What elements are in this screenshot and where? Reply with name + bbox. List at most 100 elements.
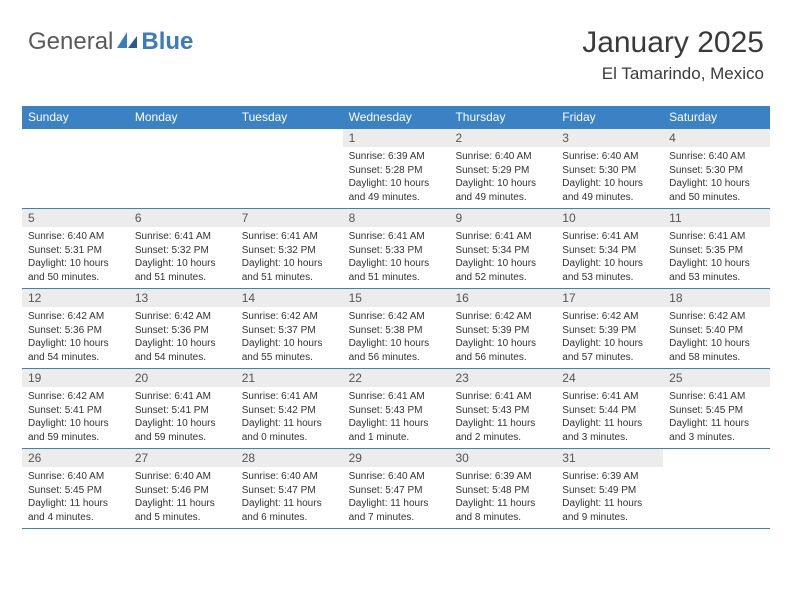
day-number: 30 <box>449 449 556 467</box>
calendar-week: 19Sunrise: 6:42 AMSunset: 5:41 PMDayligh… <box>22 369 770 449</box>
calendar-day <box>663 449 770 528</box>
calendar-day: 2Sunrise: 6:40 AMSunset: 5:29 PMDaylight… <box>449 129 556 208</box>
day-body: Sunrise: 6:41 AMSunset: 5:44 PMDaylight:… <box>556 387 663 448</box>
weekday-header: Sunday <box>22 106 129 129</box>
day-body: Sunrise: 6:42 AMSunset: 5:39 PMDaylight:… <box>449 307 556 368</box>
day-number: 6 <box>129 209 236 227</box>
brand-logo: General Blue <box>28 28 193 56</box>
sunset-text: Sunset: 5:47 PM <box>242 484 337 498</box>
calendar-day: 16Sunrise: 6:42 AMSunset: 5:39 PMDayligh… <box>449 289 556 368</box>
day-body: Sunrise: 6:40 AMSunset: 5:30 PMDaylight:… <box>663 147 770 208</box>
day-number: 20 <box>129 369 236 387</box>
calendar-grid: SundayMondayTuesdayWednesdayThursdayFrid… <box>22 106 770 529</box>
day-body: Sunrise: 6:41 AMSunset: 5:41 PMDaylight:… <box>129 387 236 448</box>
day-number: 27 <box>129 449 236 467</box>
day-body: Sunrise: 6:42 AMSunset: 5:37 PMDaylight:… <box>236 307 343 368</box>
month-title: January 2025 <box>582 26 764 60</box>
calendar-day: 22Sunrise: 6:41 AMSunset: 5:43 PMDayligh… <box>343 369 450 448</box>
day-number <box>663 449 770 467</box>
sunrise-text: Sunrise: 6:40 AM <box>349 470 444 484</box>
calendar-day: 30Sunrise: 6:39 AMSunset: 5:48 PMDayligh… <box>449 449 556 528</box>
calendar-day: 5Sunrise: 6:40 AMSunset: 5:31 PMDaylight… <box>22 209 129 288</box>
sunset-text: Sunset: 5:35 PM <box>669 244 764 258</box>
day-body: Sunrise: 6:42 AMSunset: 5:41 PMDaylight:… <box>22 387 129 448</box>
day-number: 22 <box>343 369 450 387</box>
daylight-text: Daylight: 10 hours and 49 minutes. <box>562 177 657 204</box>
sunset-text: Sunset: 5:48 PM <box>455 484 550 498</box>
weeks-container: 1Sunrise: 6:39 AMSunset: 5:28 PMDaylight… <box>22 129 770 529</box>
calendar-day: 12Sunrise: 6:42 AMSunset: 5:36 PMDayligh… <box>22 289 129 368</box>
day-number <box>236 129 343 147</box>
calendar-day: 11Sunrise: 6:41 AMSunset: 5:35 PMDayligh… <box>663 209 770 288</box>
day-number: 24 <box>556 369 663 387</box>
day-body: Sunrise: 6:41 AMSunset: 5:42 PMDaylight:… <box>236 387 343 448</box>
day-number: 23 <box>449 369 556 387</box>
daylight-text: Daylight: 10 hours and 57 minutes. <box>562 337 657 364</box>
sunset-text: Sunset: 5:44 PM <box>562 404 657 418</box>
sunrise-text: Sunrise: 6:41 AM <box>455 390 550 404</box>
calendar-day: 26Sunrise: 6:40 AMSunset: 5:45 PMDayligh… <box>22 449 129 528</box>
day-body: Sunrise: 6:41 AMSunset: 5:33 PMDaylight:… <box>343 227 450 288</box>
daylight-text: Daylight: 11 hours and 4 minutes. <box>28 497 123 524</box>
calendar-day: 25Sunrise: 6:41 AMSunset: 5:45 PMDayligh… <box>663 369 770 448</box>
weekday-header: Wednesday <box>343 106 450 129</box>
day-body: Sunrise: 6:41 AMSunset: 5:32 PMDaylight:… <box>129 227 236 288</box>
sunset-text: Sunset: 5:33 PM <box>349 244 444 258</box>
calendar-day: 7Sunrise: 6:41 AMSunset: 5:32 PMDaylight… <box>236 209 343 288</box>
sunset-text: Sunset: 5:34 PM <box>455 244 550 258</box>
calendar-day: 21Sunrise: 6:41 AMSunset: 5:42 PMDayligh… <box>236 369 343 448</box>
calendar-day: 4Sunrise: 6:40 AMSunset: 5:30 PMDaylight… <box>663 129 770 208</box>
calendar-day: 1Sunrise: 6:39 AMSunset: 5:28 PMDaylight… <box>343 129 450 208</box>
sunrise-text: Sunrise: 6:42 AM <box>28 390 123 404</box>
day-body: Sunrise: 6:39 AMSunset: 5:48 PMDaylight:… <box>449 467 556 528</box>
daylight-text: Daylight: 10 hours and 53 minutes. <box>562 257 657 284</box>
sunrise-text: Sunrise: 6:39 AM <box>562 470 657 484</box>
day-body: Sunrise: 6:40 AMSunset: 5:29 PMDaylight:… <box>449 147 556 208</box>
sunrise-text: Sunrise: 6:42 AM <box>135 310 230 324</box>
daylight-text: Daylight: 11 hours and 9 minutes. <box>562 497 657 524</box>
day-number: 13 <box>129 289 236 307</box>
daylight-text: Daylight: 11 hours and 3 minutes. <box>562 417 657 444</box>
daylight-text: Daylight: 10 hours and 51 minutes. <box>135 257 230 284</box>
day-number: 7 <box>236 209 343 227</box>
day-body: Sunrise: 6:42 AMSunset: 5:40 PMDaylight:… <box>663 307 770 368</box>
calendar-day: 10Sunrise: 6:41 AMSunset: 5:34 PMDayligh… <box>556 209 663 288</box>
daylight-text: Daylight: 11 hours and 8 minutes. <box>455 497 550 524</box>
sunset-text: Sunset: 5:45 PM <box>28 484 123 498</box>
sunset-text: Sunset: 5:49 PM <box>562 484 657 498</box>
location-label: El Tamarindo, Mexico <box>582 64 764 84</box>
sunrise-text: Sunrise: 6:42 AM <box>455 310 550 324</box>
day-number: 3 <box>556 129 663 147</box>
calendar-day <box>129 129 236 208</box>
day-body: Sunrise: 6:41 AMSunset: 5:32 PMDaylight:… <box>236 227 343 288</box>
day-body: Sunrise: 6:39 AMSunset: 5:49 PMDaylight:… <box>556 467 663 528</box>
sunrise-text: Sunrise: 6:41 AM <box>135 390 230 404</box>
day-body: Sunrise: 6:41 AMSunset: 5:43 PMDaylight:… <box>343 387 450 448</box>
day-number: 21 <box>236 369 343 387</box>
day-body: Sunrise: 6:40 AMSunset: 5:45 PMDaylight:… <box>22 467 129 528</box>
day-number: 9 <box>449 209 556 227</box>
calendar-day: 17Sunrise: 6:42 AMSunset: 5:39 PMDayligh… <box>556 289 663 368</box>
calendar-day: 6Sunrise: 6:41 AMSunset: 5:32 PMDaylight… <box>129 209 236 288</box>
sunrise-text: Sunrise: 6:40 AM <box>562 150 657 164</box>
sunset-text: Sunset: 5:41 PM <box>28 404 123 418</box>
sunrise-text: Sunrise: 6:42 AM <box>242 310 337 324</box>
sunrise-text: Sunrise: 6:41 AM <box>562 230 657 244</box>
daylight-text: Daylight: 11 hours and 3 minutes. <box>669 417 764 444</box>
weekday-header: Monday <box>129 106 236 129</box>
day-body: Sunrise: 6:42 AMSunset: 5:39 PMDaylight:… <box>556 307 663 368</box>
sunrise-text: Sunrise: 6:41 AM <box>349 230 444 244</box>
day-body: Sunrise: 6:42 AMSunset: 5:36 PMDaylight:… <box>129 307 236 368</box>
sunrise-text: Sunrise: 6:41 AM <box>242 390 337 404</box>
calendar-day: 28Sunrise: 6:40 AMSunset: 5:47 PMDayligh… <box>236 449 343 528</box>
sunrise-text: Sunrise: 6:40 AM <box>669 150 764 164</box>
day-number: 25 <box>663 369 770 387</box>
sunset-text: Sunset: 5:47 PM <box>349 484 444 498</box>
day-number: 4 <box>663 129 770 147</box>
sunset-text: Sunset: 5:40 PM <box>669 324 764 338</box>
day-body: Sunrise: 6:39 AMSunset: 5:28 PMDaylight:… <box>343 147 450 208</box>
sunrise-text: Sunrise: 6:41 AM <box>455 230 550 244</box>
day-body: Sunrise: 6:42 AMSunset: 5:38 PMDaylight:… <box>343 307 450 368</box>
calendar-day <box>22 129 129 208</box>
daylight-text: Daylight: 10 hours and 56 minutes. <box>455 337 550 364</box>
